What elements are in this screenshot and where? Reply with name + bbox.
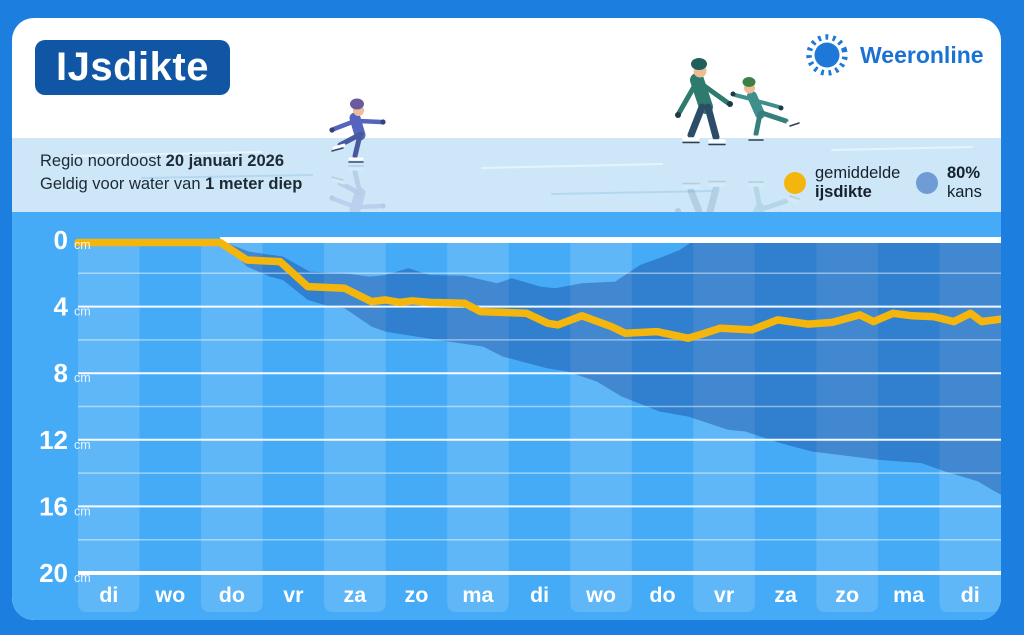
y-unit-label: cm (74, 438, 91, 452)
y-axis-labels: 0 cm 4 cm 8 cm 12 cm 16 cm 20 cm (39, 225, 91, 588)
y-tick-label: 8 (54, 358, 68, 388)
x-axis-label: di (530, 583, 549, 607)
x-axis-label: ma (893, 583, 925, 607)
page-title: IJsdikte (56, 45, 209, 89)
x-axis-label: do (649, 583, 675, 607)
y-unit-label: cm (74, 238, 91, 252)
gridlines (78, 237, 1001, 575)
x-axis-label: za (774, 583, 798, 607)
legend-probability: 80% kans (916, 164, 982, 202)
y-tick-label: 20 (39, 558, 68, 588)
y-tick-label: 16 (39, 491, 68, 521)
y-unit-label: cm (74, 571, 91, 585)
brand-name: Weeronline (860, 41, 984, 68)
title-box: IJsdikte (35, 40, 230, 95)
y-tick-label: 12 (39, 425, 68, 455)
x-axis-label: zo (404, 583, 428, 607)
x-axis-label: vr (714, 583, 735, 607)
x-axis-label: do (219, 583, 245, 607)
region-date-line: Regio noordoost 20 januari 2026 (40, 152, 284, 170)
y-tick-label: 4 (54, 292, 69, 322)
water-depth-line: Geldig voor water van 1 meter diep (40, 175, 303, 193)
y-unit-label: cm (74, 504, 91, 518)
probability-80-dot-icon (916, 172, 938, 194)
ice-thickness-chart: 0 cm 4 cm 8 cm 12 cm 16 cm 20 cm di wo do vr za zo ma di wo d… (12, 212, 1001, 620)
average-line (74, 238, 1001, 342)
x-axis-label: za (344, 583, 368, 607)
y-unit-label: cm (74, 371, 91, 385)
x-axis-label: wo (585, 583, 616, 607)
x-axis-label: di (961, 583, 980, 607)
child-skater (730, 77, 800, 141)
legend-probability-label: 80% kans (947, 164, 982, 201)
weeronline-logo: Weeronline (805, 32, 984, 78)
x-axis-label: ma (462, 583, 494, 607)
x-axis-label: vr (283, 583, 304, 607)
y-tick-label: 0 (54, 225, 68, 255)
weeronline-sun-icon (806, 34, 848, 76)
average-ijsdikte-dot-icon (784, 172, 806, 194)
adult-skater (675, 58, 733, 146)
legend-average: gemiddelde ijsdikte (784, 164, 900, 202)
x-axis-label: di (99, 583, 118, 607)
x-axis-labels: di wo do vr za zo ma di wo do vr za zo ma di (99, 583, 980, 607)
infographic-card: IJsdikte Weeronline (12, 18, 1001, 620)
x-axis-label: zo (835, 583, 859, 607)
legend-average-label: gemiddelde ijsdikte (815, 164, 901, 201)
y-unit-label: cm (74, 305, 91, 319)
x-axis-label: wo (154, 583, 185, 607)
region-info: Regio noordoost 20 januari 2026 Geldig v… (40, 150, 302, 196)
